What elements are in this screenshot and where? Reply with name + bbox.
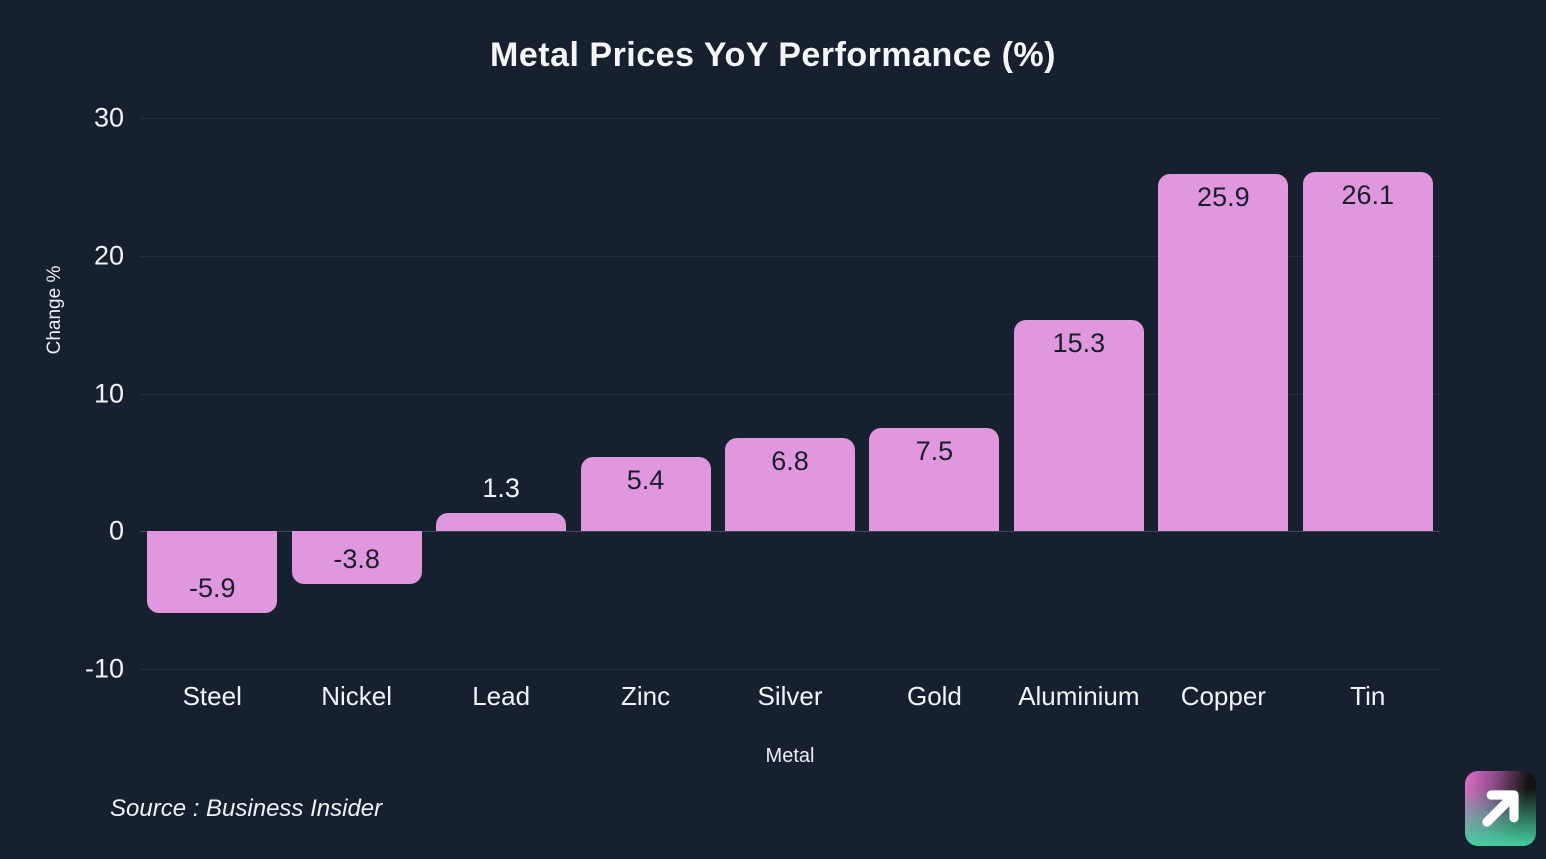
- x-axis-tick-label: Copper: [1180, 681, 1266, 711]
- x-axis-tick-label: Steel: [182, 681, 242, 711]
- x-axis-title: Metal: [765, 745, 815, 767]
- y-axis-tick-label: 0: [108, 515, 124, 546]
- gridline: [140, 669, 1440, 670]
- bar-value-label: 7.5: [915, 435, 954, 466]
- x-axis-tick-label: Gold: [906, 681, 962, 711]
- x-axis-tick-label: Tin: [1350, 681, 1386, 711]
- bar-value-label: -5.9: [188, 572, 236, 603]
- y-axis-tick-label: 10: [93, 378, 124, 408]
- source-text: Source : Business Insider: [110, 795, 383, 822]
- bar-zinc: [580, 456, 711, 532]
- bar-value-label: -3.8: [333, 543, 380, 574]
- bar-steel: [147, 531, 278, 613]
- bar-aluminium: [1013, 320, 1144, 532]
- x-axis-tick-label: Silver: [757, 681, 823, 711]
- bar-tin: [1302, 171, 1433, 532]
- bar-copper: [1158, 174, 1289, 532]
- bar-nickel: [291, 531, 422, 584]
- bar-value-label: 25.9: [1197, 182, 1250, 213]
- bar-gold: [869, 427, 1000, 532]
- arrow-up-right-icon: [1482, 790, 1519, 827]
- plot-area: 30 20 10 0 -10 -5.9 Steel -3.8 Nickel 1.3 Lead 5.4 Z…: [85, 103, 1440, 711]
- x-axis-tick-label: Nickel: [321, 681, 393, 711]
- gridline: [140, 255, 1440, 257]
- chart-title: Metal Prices YoY Performance (%): [490, 36, 1056, 74]
- y-axis-tick-label: 30: [93, 102, 124, 133]
- y-axis-tick-label: -10: [84, 653, 124, 684]
- gridline: [140, 118, 1440, 119]
- bar-value-label: 1.3: [482, 473, 520, 504]
- x-axis-tick-label: Aluminium: [1018, 681, 1140, 711]
- x-axis-tick-label: Zinc: [620, 681, 671, 711]
- x-axis-tick-label: Lead: [472, 681, 531, 711]
- bar-value-label: 26.1: [1341, 179, 1395, 210]
- zero-gridline: [140, 531, 1440, 533]
- bar-lead: [436, 513, 567, 532]
- bar-value-label: 5.4: [626, 464, 665, 495]
- y-axis-tick-label: 20: [93, 240, 124, 271]
- brand-logo: [1465, 771, 1536, 846]
- y-axis-title: Change %: [44, 265, 65, 355]
- bar-value-label: 6.8: [771, 445, 809, 476]
- bar-silver: [725, 437, 855, 532]
- gridline: [140, 393, 1440, 395]
- bar-value-label: 15.3: [1052, 328, 1106, 359]
